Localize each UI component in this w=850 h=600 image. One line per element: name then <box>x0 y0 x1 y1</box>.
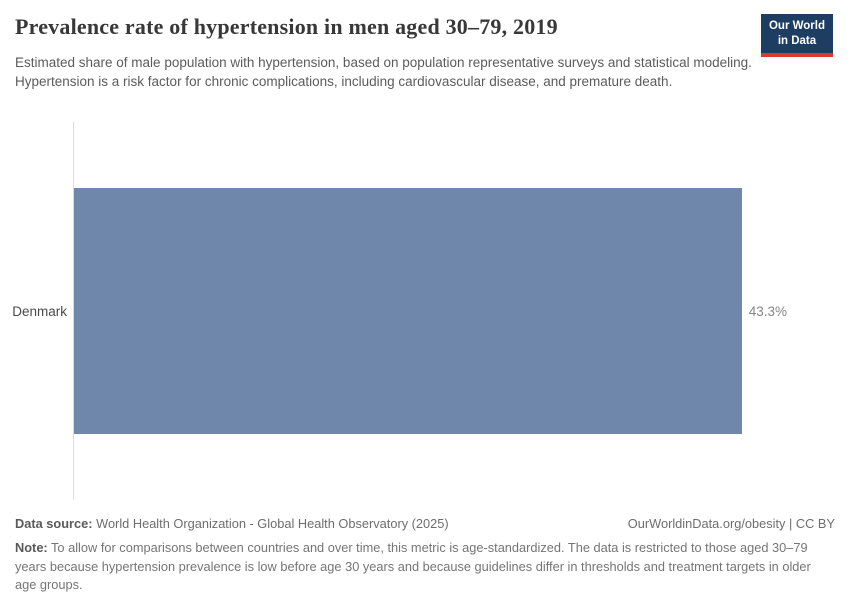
note-text: To allow for comparisons between countri… <box>15 540 811 593</box>
attribution-link[interactable]: OurWorldinData.org/obesity | CC BY <box>627 516 835 531</box>
bar-row: 43.3% <box>74 122 787 500</box>
category-labels-column: Denmark <box>0 122 67 500</box>
note-line: Note: To allow for comparisons between c… <box>15 539 835 595</box>
note-label: Note: <box>15 540 48 555</box>
chart-footer: Data source: World Health Organization -… <box>15 516 835 595</box>
chart-subtitle: Estimated share of male population with … <box>15 55 752 90</box>
bar-chart: Denmark 43.3% <box>0 122 850 500</box>
owid-logo-line2: in Data <box>777 34 817 47</box>
bars-plot-area: 43.3% <box>74 122 787 500</box>
data-source-label: Data source: <box>15 516 93 531</box>
data-source-line: Data source: World Health Organization -… <box>15 516 449 531</box>
owid-logo: Our World in Data <box>760 14 833 57</box>
bar-denmark[interactable] <box>74 187 742 435</box>
category-label-denmark: Denmark <box>12 303 67 319</box>
y-axis-line <box>73 122 74 500</box>
value-label-denmark: 43.3% <box>748 303 787 319</box>
data-source-text: World Health Organization - Global Healt… <box>96 516 449 531</box>
page-title: Prevalence rate of hypertension in men a… <box>15 14 558 39</box>
source-row: Data source: World Health Organization -… <box>15 516 835 531</box>
owid-logo-line1: Our World <box>768 20 825 32</box>
